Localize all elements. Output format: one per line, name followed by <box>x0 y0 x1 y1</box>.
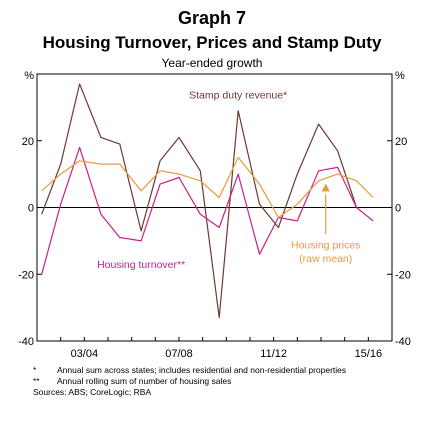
y-tick-label-left: -20 <box>18 269 34 281</box>
prices-arrow-head <box>321 183 330 192</box>
graph-number: Graph 7 <box>177 8 247 28</box>
footnote-2-marker: ** <box>33 376 40 386</box>
footnotes: * Annual sum across states; includes res… <box>33 365 403 398</box>
y-tick-label-right: 20 <box>395 136 407 148</box>
y-unit-right: % <box>395 70 405 82</box>
x-tick-label: 11/12 <box>260 348 287 360</box>
footnote-2-text: Annual rolling sum of number of housing … <box>57 376 232 386</box>
y-tick-label-right: 0 <box>395 203 401 215</box>
series-line-stamp <box>41 83 358 319</box>
y-tick-label-left: -40 <box>18 336 34 348</box>
footnote-1: * Annual sum across states; includes res… <box>33 365 403 376</box>
footnote-1-text: Annual sum across states; includes resid… <box>57 365 347 375</box>
chart-title: Housing Turnover, Prices and Stamp Duty <box>42 33 382 52</box>
label-housing-turnover: Housing turnover** <box>97 259 185 271</box>
footnote-2: ** Annual rolling sum of number of housi… <box>33 376 403 387</box>
y-tick-label-left: 0 <box>28 203 34 215</box>
y-unit-left: % <box>24 70 34 82</box>
label-housing-prices-line1: Housing prices <box>291 240 360 252</box>
series-line-turnover <box>41 146 374 275</box>
x-tick-label: 15/16 <box>355 348 383 360</box>
label-housing-prices-line2: (raw mean) <box>299 253 352 265</box>
y-tick-label-right: -40 <box>395 336 411 348</box>
x-tick-label: 07/08 <box>165 348 193 360</box>
sources: Sources: ABS; CoreLogic; RBA <box>33 387 152 397</box>
label-stamp-duty: Stamp duty revenue* <box>189 89 287 101</box>
series-line-prices <box>41 156 374 219</box>
chart-subtitle: Year-ended growth <box>161 56 263 70</box>
y-tick-label-left: 20 <box>22 136 34 148</box>
y-tick-label-right: -20 <box>395 269 411 281</box>
x-tick-label: 03/04 <box>71 348 99 360</box>
footnote-1-marker: * <box>33 365 37 375</box>
